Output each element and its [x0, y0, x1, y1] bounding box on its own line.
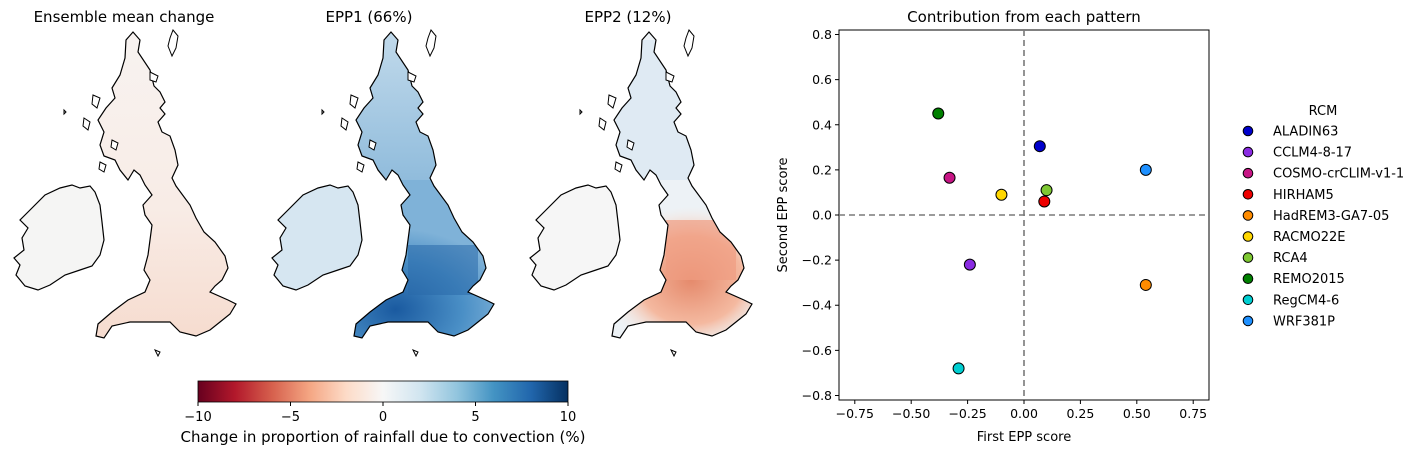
data-point [1033, 140, 1046, 153]
legend-marker [1242, 252, 1254, 263]
y-axis-ticks: −0.8 −0.6 −0.4 −0.2 0.0 0.2 0.4 0.6 0.8 [802, 27, 839, 403]
legend-item: HIRHAM5 [1242, 188, 1334, 203]
legend-item: RCA4 [1242, 251, 1308, 266]
legend-marker [1242, 167, 1254, 179]
legend-marker [1242, 146, 1254, 158]
colorbar-tick-label: −10 [184, 410, 211, 425]
legend-marker [1242, 294, 1254, 306]
data-point [963, 258, 976, 271]
y-tick-label: −0.4 [802, 298, 832, 313]
map-title-ensemble-mean: Ensemble mean change [34, 8, 215, 26]
legend-label: REMO2015 [1273, 272, 1345, 287]
colorbar-tick-label: 10 [560, 410, 577, 425]
chart-title: Contribution from each pattern [907, 8, 1141, 26]
y-tick-label: 0.4 [812, 117, 832, 132]
x-tick-label: −0.25 [948, 406, 986, 421]
data-point [1038, 195, 1051, 208]
data-point [1139, 278, 1152, 291]
map-panel-epp2: EPP2 (12%) [529, 8, 753, 357]
legend-marker [1242, 189, 1254, 200]
legend-item: COSMO-crCLIM-v1-1 [1242, 167, 1404, 182]
y-tick-label: 0.8 [812, 27, 832, 42]
map-ensemble-mean [13, 29, 237, 357]
legend-items: ALADIN63 CCLM4-8-17 COSMO-crCLIM-v1-1 HIRHA… [1242, 125, 1404, 329]
y-tick-label: −0.8 [802, 388, 832, 403]
map-epp1 [271, 29, 495, 357]
map-panel-ensemble-mean: Ensemble mean change [13, 8, 237, 357]
legend-marker [1242, 125, 1254, 137]
legend-label: WRF381P [1273, 314, 1335, 329]
colorbar: −10 −5 0 5 10 Change in proportion of rainfa… [181, 380, 586, 446]
map-title-epp2: EPP2 (12%) [585, 8, 672, 26]
colorbar-tick-label: −5 [281, 410, 300, 425]
reference-lines [839, 30, 1209, 400]
map-panels: Ensemble mean change EPP1 (66%) [13, 8, 753, 357]
legend-item: RegCM4-6 [1242, 293, 1339, 308]
legend-item: CCLM4-8-17 [1242, 146, 1352, 161]
colorbar-gradient [197, 380, 569, 403]
legend-label: CCLM4-8-17 [1273, 146, 1352, 161]
map-epp2 [529, 29, 753, 357]
data-point [952, 362, 965, 375]
x-tick-label: 0.50 [1123, 406, 1151, 421]
colorbar-ticks: −10 −5 0 5 10 [184, 402, 576, 425]
y-tick-label: 0.2 [812, 162, 832, 177]
data-points [932, 107, 1152, 375]
x-tick-label: 0.25 [1066, 406, 1094, 421]
legend-label: HadREM3-GA7-05 [1273, 209, 1389, 224]
colorbar-tick-label: 5 [471, 410, 479, 425]
legend-item: REMO2015 [1242, 272, 1345, 287]
legend-label: RCA4 [1273, 251, 1308, 266]
x-axis-label: First EPP score [977, 430, 1071, 445]
legend-label: COSMO-crCLIM-v1-1 [1273, 167, 1404, 182]
legend-item: WRF381P [1242, 314, 1335, 329]
map-panel-epp1: EPP1 (66%) [271, 8, 495, 357]
y-tick-label: 0.0 [812, 208, 832, 223]
legend-item: ALADIN63 [1242, 125, 1338, 140]
data-point [932, 107, 945, 120]
x-tick-label: 0.00 [1010, 406, 1038, 421]
data-point [995, 188, 1008, 201]
legend-label: ALADIN63 [1273, 125, 1338, 140]
legend-marker [1242, 231, 1254, 242]
x-axis-ticks: −0.75 −0.50 −0.25 0.00 0.25 0.50 0.75 [836, 400, 1207, 421]
scatter-chart: Contribution from each pattern −0.75 −0.5… [776, 8, 1210, 445]
data-point [1139, 163, 1152, 176]
x-tick-label: 0.75 [1179, 406, 1207, 421]
x-tick-label: −0.50 [892, 406, 930, 421]
legend-marker [1242, 210, 1254, 221]
colorbar-label: Change in proportion of rainfall due to … [181, 428, 586, 446]
y-tick-label: 0.6 [812, 72, 832, 87]
legend-item: RACMO22E [1242, 230, 1345, 245]
data-point [943, 171, 956, 184]
legend-label: RegCM4-6 [1273, 293, 1339, 308]
legend-label: RACMO22E [1273, 230, 1345, 245]
map-title-epp1: EPP1 (66%) [326, 8, 413, 26]
data-point [1040, 184, 1053, 197]
legend-title: RCM [1309, 104, 1338, 119]
y-axis-label: Second EPP score [776, 158, 791, 273]
x-tick-label: −0.75 [836, 406, 874, 421]
y-tick-label: −0.2 [802, 253, 832, 268]
legend-item: HadREM3-GA7-05 [1242, 209, 1389, 224]
legend-label: HIRHAM5 [1273, 188, 1334, 203]
y-tick-label: −0.6 [802, 343, 832, 358]
legend-marker [1242, 315, 1254, 327]
legend: RCM ALADIN63 CCLM4-8-17 COSMO-crCLIM-v1-1 H… [1242, 104, 1404, 329]
legend-marker [1242, 273, 1254, 285]
colorbar-tick-label: 0 [379, 410, 387, 425]
